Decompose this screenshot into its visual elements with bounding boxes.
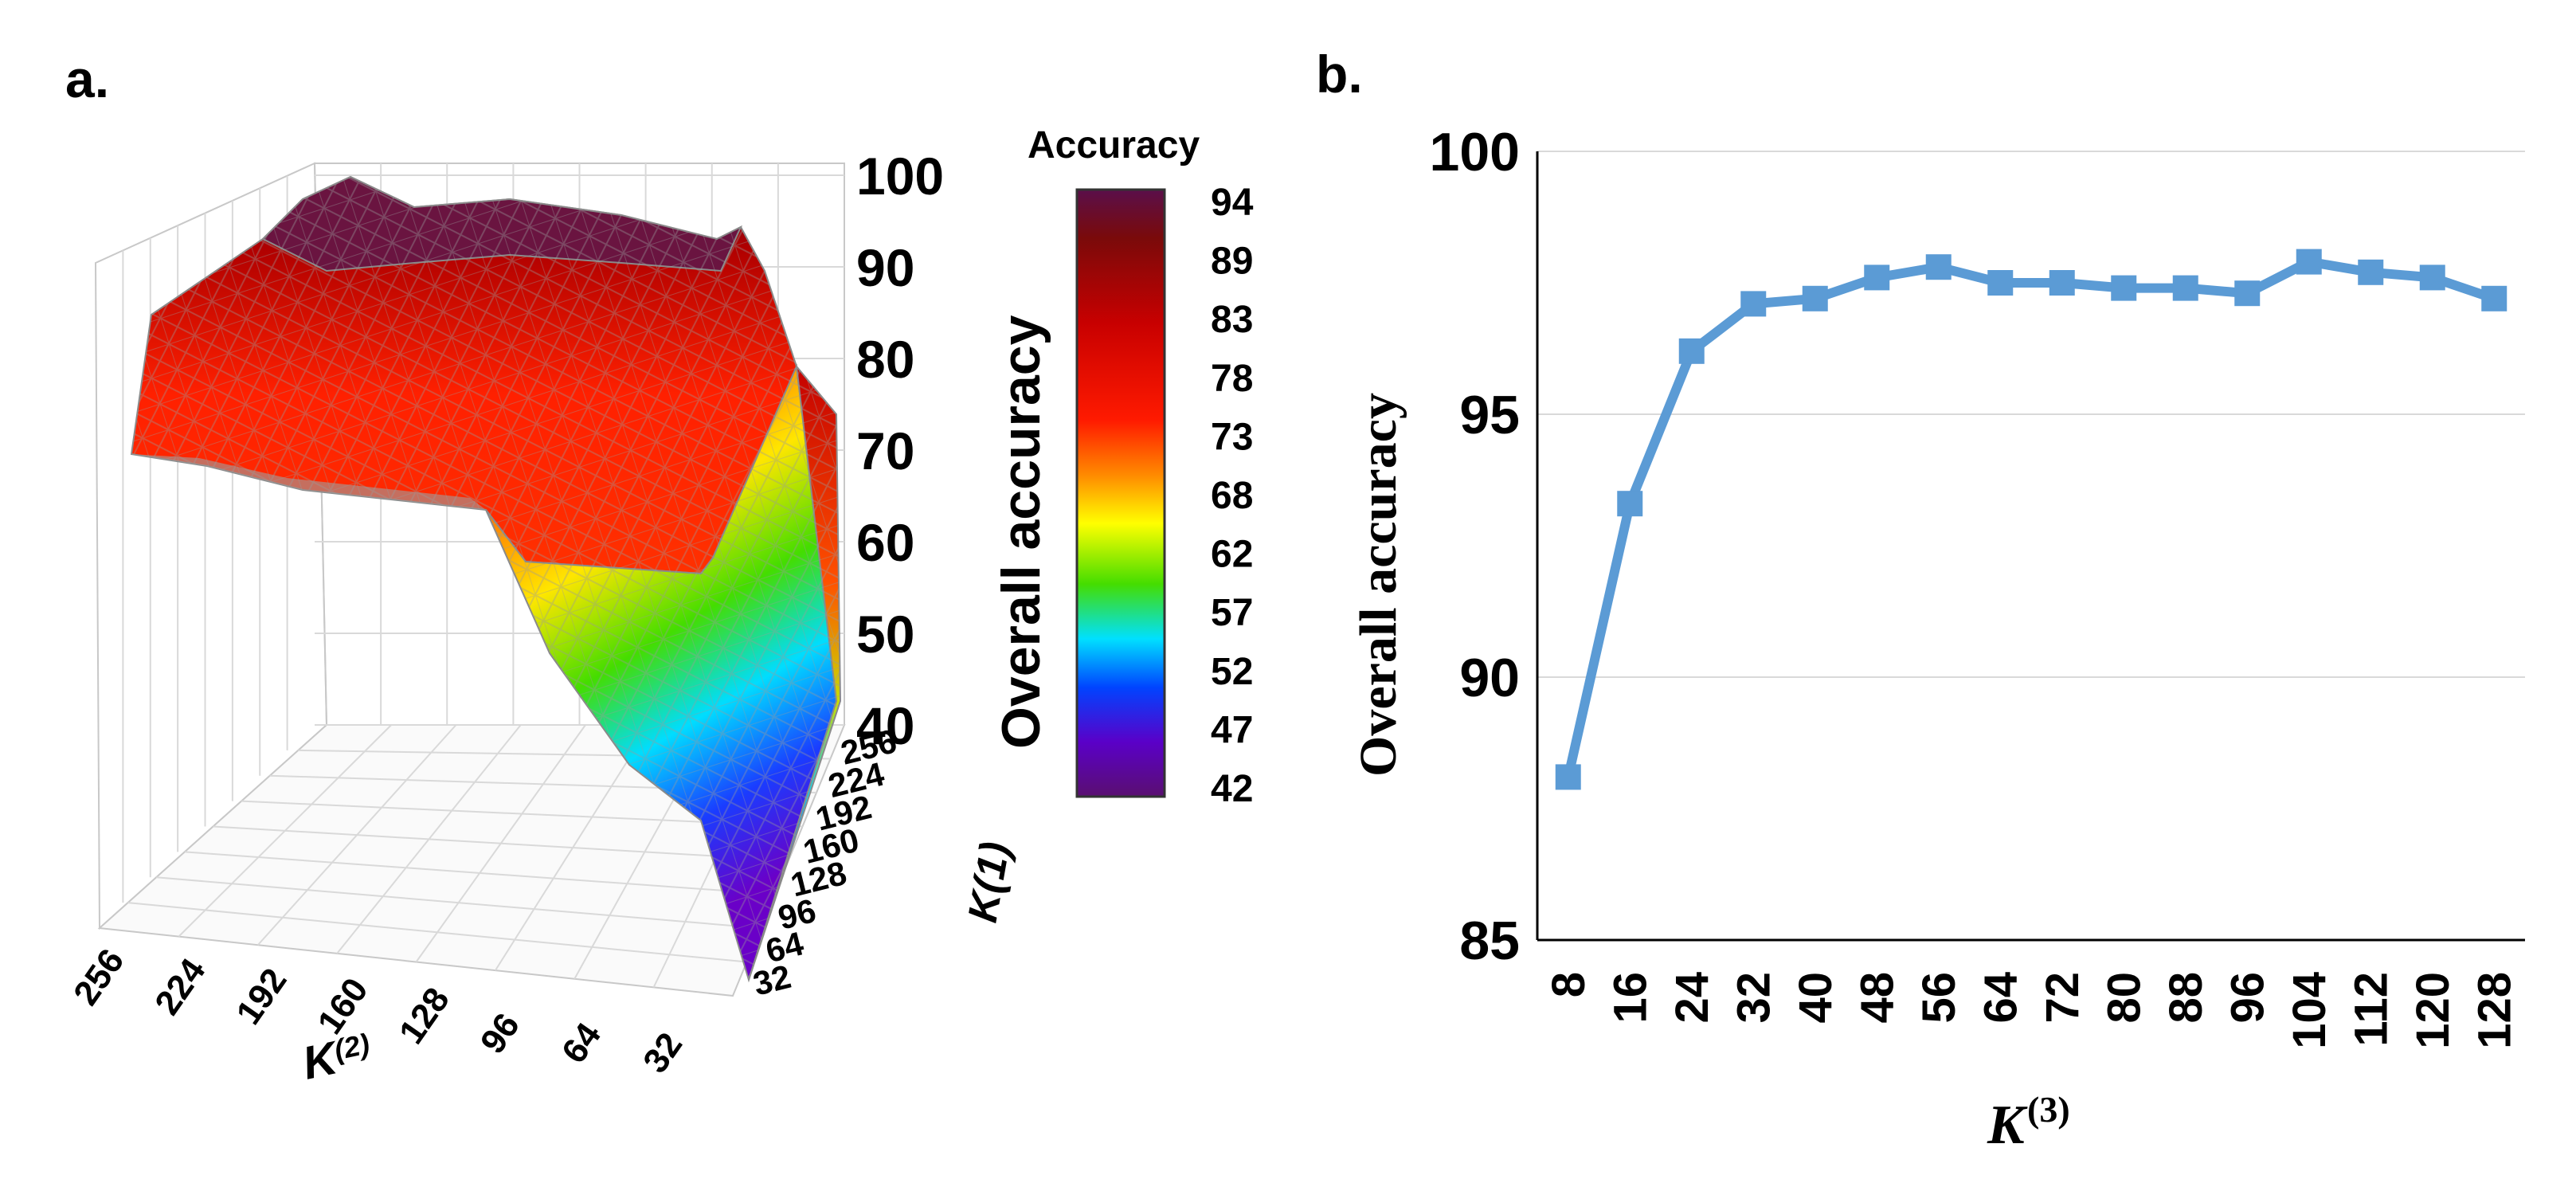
z-tick-label: 90	[856, 238, 914, 297]
z-axis: 100 90 80 70 60 50 40	[856, 147, 944, 755]
data-point	[2049, 270, 2075, 296]
x-tick-label: 32	[1728, 972, 1779, 1024]
x-tick-label: 96	[473, 1006, 527, 1060]
x-tick-label: 88	[2160, 972, 2212, 1024]
surface-plot-box	[94, 162, 846, 997]
data-point	[2419, 264, 2445, 291]
colorbar: Accuracy 94 89 83 78 73 68 62 57 52 47 42	[1028, 124, 1254, 810]
series-markers	[1555, 249, 2507, 790]
colorbar-tick-label: 52	[1211, 651, 1253, 693]
colorbar-tick-label: 42	[1211, 768, 1253, 810]
x-tick-label: 256	[66, 942, 131, 1012]
x-axis-label-b-main: K	[1987, 1095, 2028, 1156]
x-axis: 8 16 24 32 40 48 56 64 72 80 88 96 104 112 120 128	[1543, 972, 2521, 1049]
z-tick-label: 100	[856, 147, 944, 206]
colorbar-tick-label: 68	[1211, 475, 1253, 517]
colorbar-tick-label: 78	[1211, 358, 1253, 400]
colorbar-tick-label: 94	[1211, 182, 1254, 224]
z-tick-label: 80	[856, 330, 914, 389]
x-tick-label: 224	[147, 951, 213, 1022]
y-tick-label: 96	[774, 891, 820, 937]
x-tick-label: 24	[1666, 972, 1718, 1024]
x-axis-label-sup: (2)	[331, 1027, 373, 1066]
x-axis-label-b-sup: (3)	[2027, 1089, 2070, 1130]
y-tick-label: 95	[1459, 385, 1520, 445]
data-point	[1617, 491, 1643, 517]
colorbar-gradient	[1075, 188, 1166, 798]
colorbar-tick-label: 62	[1211, 534, 1253, 576]
z-tick-label: 70	[856, 421, 914, 480]
x-tick-label: 80	[2098, 972, 2150, 1024]
x-tick-label: 40	[1790, 972, 1842, 1024]
x-tick-label: 16	[1604, 972, 1656, 1024]
data-point	[1864, 264, 1890, 291]
data-point	[1925, 254, 1952, 280]
x-tick-label: 128	[392, 981, 457, 1051]
x-tick-label: 48	[1851, 972, 1903, 1024]
panel-a-label: a.	[65, 49, 109, 108]
data-point	[1555, 764, 1581, 790]
x-tick-label: 192	[229, 962, 294, 1032]
colorbar-ticks: 94 89 83 78 73 68 62 57 52 47 42	[1211, 182, 1254, 810]
x-tick-label: 96	[2222, 972, 2273, 1024]
gridlines	[1536, 151, 2525, 942]
data-point	[2234, 280, 2261, 307]
x-tick-label: 120	[2407, 972, 2459, 1049]
y-axis-label-b: Overall accuracy	[1349, 393, 1407, 777]
z-tick-label: 40	[856, 696, 914, 755]
data-point	[1740, 291, 1767, 317]
y-tick-label: 32	[750, 958, 795, 1003]
colorbar-tick-label: 89	[1211, 241, 1253, 283]
z-tick-label: 60	[856, 513, 914, 572]
grid-line	[495, 724, 652, 971]
colorbar-tick-label: 47	[1211, 709, 1253, 751]
x-tick-label: 72	[2037, 972, 2089, 1024]
y-tick-label: 256	[837, 722, 900, 772]
data-point	[2172, 275, 2198, 301]
x-tick-label: 64	[1975, 972, 2026, 1024]
data-point	[2296, 249, 2322, 275]
x-tick-label: 8	[1543, 972, 1595, 997]
colorbar-tick-label: 83	[1211, 299, 1253, 341]
z-axis-label: Overall accuracy	[991, 315, 1051, 749]
colorbar-tick-label: 73	[1211, 416, 1253, 458]
x-tick-label: 32	[636, 1026, 690, 1080]
grid-line	[415, 724, 586, 963]
data-point	[1987, 270, 2014, 296]
accuracy-surface	[130, 175, 842, 983]
data-point	[1802, 285, 1828, 311]
colorbar-title: Accuracy	[1028, 124, 1200, 166]
x-tick-label: 128	[2468, 972, 2520, 1049]
x-tick-label: 112	[2345, 972, 2397, 1047]
y-tick-label: 85	[1459, 911, 1520, 971]
data-point	[2358, 259, 2384, 285]
x-tick-label: 56	[1913, 972, 1965, 1024]
series-line	[1563, 257, 2496, 778]
y-axis: 100 95 90 85	[1430, 122, 1520, 971]
data-point	[1678, 338, 1705, 364]
x-tick-label: 64	[554, 1016, 609, 1071]
colorbar-tick-label: 57	[1211, 592, 1253, 634]
panel-a: a. 100 90 80 70 60 50 40 Overall accuracy 256	[65, 49, 1254, 1090]
x-axis-label-b: K (3)	[1987, 1089, 2070, 1156]
data-point	[2481, 285, 2507, 311]
panel-b-label: b.	[1316, 45, 1363, 104]
x-axis-label: K (2)	[298, 1027, 373, 1090]
y-tick-label: 100	[1430, 122, 1520, 182]
y-axis-label: K(1)	[960, 838, 1020, 926]
x-tick-label: 104	[2284, 972, 2335, 1049]
z-tick-label: 50	[856, 605, 914, 664]
data-point	[2111, 275, 2137, 301]
y-tick-label: 90	[1459, 648, 1520, 708]
